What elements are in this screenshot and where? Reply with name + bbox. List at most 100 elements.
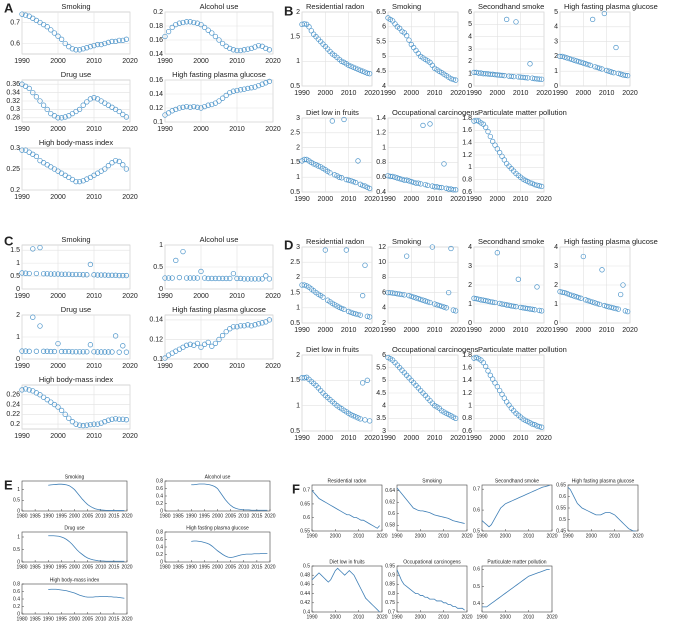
y-tick-label: 0.25: [6, 166, 20, 173]
x-tick-label: 2010: [86, 194, 102, 201]
point: [40, 102, 47, 108]
y-tick-label: 1: [382, 144, 386, 151]
point: [187, 275, 193, 281]
y-tick-label: 0: [554, 83, 558, 90]
point: [209, 101, 215, 108]
subplot: 0 1 2 3 4 1990 2000 2010 2020 Secondhand smoke: [466, 237, 552, 334]
point: [48, 27, 54, 33]
y-tick-label: 0.3: [10, 106, 20, 113]
point: [112, 157, 119, 164]
point: [84, 45, 90, 51]
point: [87, 421, 94, 428]
y-tick-label: 0.58: [385, 523, 395, 529]
y-tick-label: 0: [16, 286, 20, 293]
x-tick-label: 2010: [513, 196, 529, 203]
point: [259, 81, 265, 87]
chart-title: Smoking: [65, 474, 85, 480]
subplot: 0.4 0.6 0.8 1 1.2 1.4 1990 2000 2010 2020 Occupati…: [376, 108, 478, 203]
y-tick-label: 0.2: [156, 552, 163, 558]
y-tick-label: 0.6: [156, 486, 163, 492]
point: [98, 41, 104, 48]
y-tick-label: 0.6: [559, 494, 566, 500]
x-tick-label: 2010: [341, 435, 357, 442]
point: [311, 161, 317, 167]
x-tick-label: 2000: [69, 513, 80, 519]
point: [420, 122, 426, 129]
point: [367, 71, 373, 77]
y-tick-label: 0.5: [559, 517, 566, 523]
point: [37, 244, 43, 251]
plot-frame: [311, 484, 383, 532]
y-tick-label: 5: [554, 9, 558, 16]
point: [76, 349, 83, 355]
x-tick-label: 1990: [14, 58, 30, 65]
y-tick-label: 0.16: [149, 77, 163, 84]
point: [48, 399, 54, 405]
plot-frame: [164, 480, 271, 512]
chart-title: Secondhand smoke: [495, 478, 539, 484]
y-tick-label: 2.5: [290, 130, 300, 137]
y-tick-label: 0.2: [156, 501, 163, 507]
point: [592, 64, 598, 70]
x-tick-label: 1995: [199, 513, 210, 519]
point: [583, 61, 589, 67]
y-tick-label: 0.4: [156, 493, 163, 499]
x-tick-label: 2000: [50, 58, 66, 65]
point: [230, 270, 237, 277]
point: [511, 303, 517, 309]
point: [19, 348, 25, 354]
y-tick-label: 0.14: [149, 51, 163, 58]
y-tick-label: 0.65: [300, 501, 310, 507]
y-tick-label: 0.7: [303, 488, 310, 494]
point: [590, 16, 596, 23]
x-tick-label: 2010: [427, 435, 443, 442]
point: [420, 297, 426, 303]
y-tick-label: 0.1: [153, 356, 163, 363]
panel-label: C: [4, 233, 14, 248]
point: [508, 73, 514, 80]
x-tick-label: 2000: [490, 435, 506, 442]
x-tick-label: 1995: [199, 564, 210, 570]
point: [112, 272, 119, 278]
point: [364, 313, 370, 319]
chart-title: Smoking: [392, 2, 421, 11]
x-tick-label: 1990: [306, 614, 317, 620]
x-tick-label: 2010: [229, 293, 245, 300]
chart-title: Smoking: [61, 2, 90, 11]
point: [91, 94, 97, 101]
x-tick-label: 2000: [50, 293, 66, 300]
point: [227, 89, 233, 96]
y-tick-label: 0.2: [10, 187, 20, 194]
point: [536, 183, 542, 189]
point: [173, 257, 179, 264]
point: [237, 47, 244, 54]
point: [73, 349, 79, 355]
point: [559, 53, 565, 60]
y-tick-label: 1.2: [462, 152, 472, 159]
point: [234, 275, 240, 282]
point: [536, 423, 542, 430]
y-tick-label: 4: [554, 24, 558, 31]
point: [539, 424, 545, 430]
x-tick-label: 2020: [536, 435, 552, 442]
point: [346, 62, 352, 68]
y-tick-label: 0.7: [10, 19, 20, 26]
plot-frame: [559, 11, 631, 87]
x-tick-label: 2010: [95, 616, 106, 622]
point: [91, 42, 97, 49]
point: [594, 300, 600, 307]
point: [415, 180, 421, 186]
subplot: 0.5 1 1.5 2 1990 2000 2010 2020 Diet low in frui…: [290, 345, 380, 442]
point: [408, 293, 414, 300]
point: [37, 392, 43, 398]
x-tick-label: 2010: [523, 614, 534, 620]
point: [263, 45, 269, 52]
point: [367, 314, 373, 320]
point: [109, 272, 115, 278]
point: [350, 178, 356, 185]
point: [183, 103, 190, 110]
y-tick-label: 1.4: [462, 140, 472, 147]
x-tick-label: 2020: [461, 533, 472, 539]
subplot: 0 0.5 1 1.5 1990 2000 2010 2020 Smoking: [10, 235, 138, 300]
panel-label: A: [4, 0, 14, 15]
